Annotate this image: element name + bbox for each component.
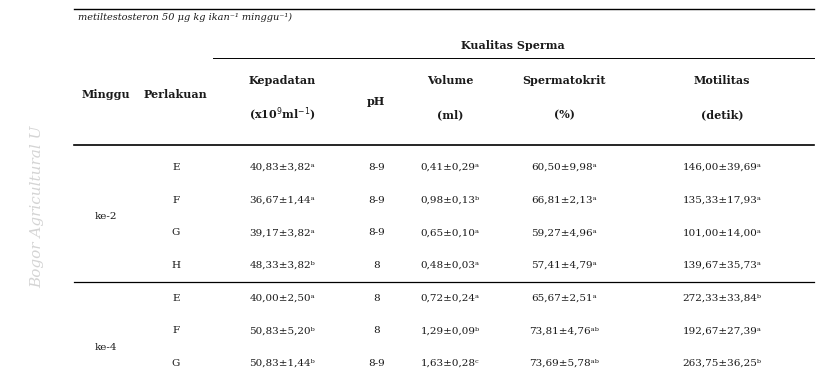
Text: 0,98±0,13ᵇ: 0,98±0,13ᵇ bbox=[420, 196, 479, 205]
Text: 48,33±3,82ᵇ: 48,33±3,82ᵇ bbox=[249, 261, 315, 270]
Text: 8: 8 bbox=[373, 294, 380, 303]
Text: E: E bbox=[172, 294, 180, 303]
Text: 40,83±3,82ᵃ: 40,83±3,82ᵃ bbox=[249, 163, 315, 172]
Text: 8-9: 8-9 bbox=[368, 359, 384, 368]
Text: 39,17±3,82ᵃ: 39,17±3,82ᵃ bbox=[249, 228, 315, 237]
Text: 50,83±1,44ᵇ: 50,83±1,44ᵇ bbox=[249, 359, 315, 368]
Text: 66,81±2,13ᵃ: 66,81±2,13ᵃ bbox=[532, 196, 597, 205]
Text: Volume: Volume bbox=[427, 75, 473, 86]
Text: Kepadatan: Kepadatan bbox=[249, 75, 316, 86]
Text: 135,33±17,93ᵃ: 135,33±17,93ᵃ bbox=[682, 196, 762, 205]
Text: 60,50±9,98ᵃ: 60,50±9,98ᵃ bbox=[532, 163, 597, 172]
Text: 146,00±39,69ᵃ: 146,00±39,69ᵃ bbox=[682, 163, 762, 172]
Text: F: F bbox=[173, 196, 179, 205]
Text: 8: 8 bbox=[373, 326, 380, 335]
Text: 0,41±0,29ᵃ: 0,41±0,29ᵃ bbox=[420, 163, 479, 172]
Text: 59,27±4,96ᵃ: 59,27±4,96ᵃ bbox=[532, 228, 597, 237]
Text: (detik): (detik) bbox=[701, 109, 743, 120]
Text: 0,72±0,24ᵃ: 0,72±0,24ᵃ bbox=[420, 294, 479, 303]
Text: 8-9: 8-9 bbox=[368, 196, 384, 205]
Text: Bogor Agricultural U: Bogor Agricultural U bbox=[29, 126, 44, 288]
Text: 8-9: 8-9 bbox=[368, 163, 384, 172]
Text: Motilitas: Motilitas bbox=[694, 75, 750, 86]
Text: 50,83±5,20ᵇ: 50,83±5,20ᵇ bbox=[249, 326, 315, 335]
Text: 73,69±5,78ᵃᵇ: 73,69±5,78ᵃᵇ bbox=[529, 359, 600, 368]
Text: (ml): (ml) bbox=[437, 109, 463, 120]
Text: ke-4: ke-4 bbox=[95, 343, 118, 352]
Text: 1,29±0,09ᵇ: 1,29±0,09ᵇ bbox=[420, 326, 479, 335]
Text: ke-2: ke-2 bbox=[95, 212, 118, 221]
Text: 57,41±4,79ᵃ: 57,41±4,79ᵃ bbox=[532, 261, 597, 270]
Text: H: H bbox=[171, 261, 181, 270]
Text: pH: pH bbox=[367, 96, 385, 107]
Text: Perlakuan: Perlakuan bbox=[144, 89, 208, 100]
Text: 8: 8 bbox=[373, 261, 380, 270]
Text: 8-9: 8-9 bbox=[368, 228, 384, 237]
Text: 0,65±0,10ᵃ: 0,65±0,10ᵃ bbox=[420, 228, 479, 237]
Text: 139,67±35,73ᵃ: 139,67±35,73ᵃ bbox=[682, 261, 762, 270]
Text: 1,63±0,28ᶜ: 1,63±0,28ᶜ bbox=[420, 359, 479, 368]
Text: 36,67±1,44ᵃ: 36,67±1,44ᵃ bbox=[249, 196, 315, 205]
Text: 263,75±36,25ᵇ: 263,75±36,25ᵇ bbox=[682, 359, 762, 368]
Text: Minggu: Minggu bbox=[82, 89, 131, 100]
Text: 101,00±14,00ᵃ: 101,00±14,00ᵃ bbox=[682, 228, 762, 237]
Text: F: F bbox=[173, 326, 179, 335]
Text: 65,67±2,51ᵃ: 65,67±2,51ᵃ bbox=[532, 294, 597, 303]
Text: (%): (%) bbox=[554, 109, 575, 120]
Text: G: G bbox=[172, 359, 180, 368]
Text: 272,33±33,84ᵇ: 272,33±33,84ᵇ bbox=[682, 294, 762, 303]
Text: 73,81±4,76ᵃᵇ: 73,81±4,76ᵃᵇ bbox=[529, 326, 600, 335]
Text: Spermatokrit: Spermatokrit bbox=[523, 75, 606, 86]
Text: G: G bbox=[172, 228, 180, 237]
Text: metiltestosteron 50 μg kg ikan⁻¹ minggu⁻¹): metiltestosteron 50 μg kg ikan⁻¹ minggu⁻… bbox=[78, 13, 292, 22]
Text: 0,48±0,03ᵃ: 0,48±0,03ᵃ bbox=[420, 261, 479, 270]
Text: 192,67±27,39ᵃ: 192,67±27,39ᵃ bbox=[682, 326, 762, 335]
Text: Kualitas Sperma: Kualitas Sperma bbox=[461, 39, 565, 51]
Text: (x10$^9$ml$^{-1}$): (x10$^9$ml$^{-1}$) bbox=[249, 106, 316, 124]
Text: 40,00±2,50ᵃ: 40,00±2,50ᵃ bbox=[249, 294, 315, 303]
Text: E: E bbox=[172, 163, 180, 172]
